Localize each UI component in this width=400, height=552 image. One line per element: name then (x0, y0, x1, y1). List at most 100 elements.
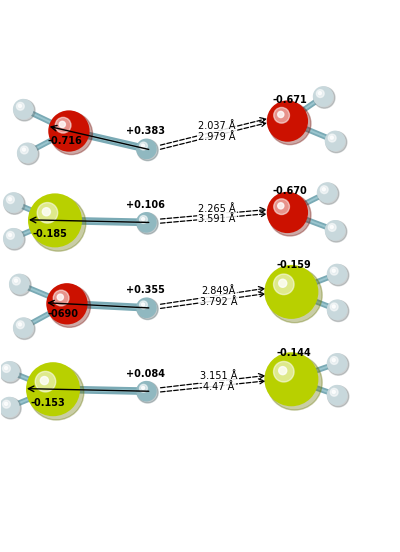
Circle shape (28, 193, 82, 247)
Circle shape (48, 110, 90, 152)
Circle shape (2, 400, 10, 408)
Circle shape (136, 381, 157, 401)
Circle shape (37, 203, 58, 223)
Circle shape (9, 274, 30, 294)
Circle shape (142, 386, 145, 390)
Circle shape (318, 183, 339, 204)
Circle shape (50, 113, 92, 155)
Circle shape (327, 385, 347, 406)
Circle shape (267, 268, 322, 323)
Circle shape (31, 196, 86, 251)
Circle shape (14, 279, 18, 282)
Circle shape (328, 354, 349, 375)
Circle shape (137, 140, 158, 161)
Text: 2.979 Å: 2.979 Å (198, 132, 236, 142)
Circle shape (14, 319, 35, 339)
Circle shape (0, 397, 20, 417)
Circle shape (8, 198, 12, 201)
Circle shape (330, 267, 338, 275)
Circle shape (16, 102, 24, 110)
Circle shape (8, 233, 12, 236)
Text: +0.383: +0.383 (126, 126, 165, 136)
Circle shape (35, 371, 56, 392)
Circle shape (318, 92, 321, 95)
Circle shape (328, 134, 336, 142)
Text: 2.037 Å: 2.037 Å (198, 121, 236, 131)
Circle shape (267, 100, 308, 142)
Circle shape (325, 131, 345, 151)
Circle shape (279, 279, 287, 287)
Circle shape (136, 298, 157, 318)
Circle shape (332, 305, 335, 308)
Circle shape (12, 277, 20, 285)
Circle shape (314, 87, 335, 108)
Circle shape (322, 188, 325, 191)
Circle shape (274, 199, 290, 215)
Circle shape (279, 367, 287, 375)
Circle shape (14, 100, 35, 121)
Circle shape (332, 359, 335, 362)
Circle shape (13, 317, 34, 338)
Circle shape (142, 144, 145, 147)
Text: -0690: -0690 (47, 309, 78, 319)
Circle shape (4, 367, 8, 370)
Circle shape (332, 269, 335, 272)
Circle shape (136, 139, 157, 159)
Circle shape (4, 193, 25, 214)
Circle shape (142, 217, 145, 221)
Text: 3.792 Å: 3.792 Å (200, 297, 238, 307)
Circle shape (3, 228, 24, 248)
Circle shape (140, 216, 148, 224)
Circle shape (278, 203, 284, 209)
Circle shape (316, 89, 324, 98)
Circle shape (327, 264, 347, 284)
Circle shape (6, 231, 14, 240)
Circle shape (55, 118, 71, 133)
Text: +0.084: +0.084 (126, 369, 165, 379)
Circle shape (328, 300, 349, 321)
Text: 2.849Å: 2.849Å (202, 286, 236, 296)
Circle shape (46, 283, 88, 325)
Circle shape (42, 208, 50, 216)
Circle shape (267, 355, 322, 410)
Circle shape (29, 365, 84, 420)
Circle shape (278, 112, 284, 118)
Circle shape (0, 398, 21, 419)
Text: -0.153: -0.153 (30, 397, 65, 408)
Circle shape (264, 265, 318, 319)
Circle shape (326, 131, 347, 153)
Circle shape (22, 148, 26, 151)
Circle shape (330, 389, 338, 396)
Text: 3.591 Å: 3.591 Å (198, 214, 236, 225)
Circle shape (264, 352, 318, 406)
Text: -0.144: -0.144 (277, 348, 312, 358)
Circle shape (57, 294, 64, 300)
Text: -0.716: -0.716 (48, 136, 82, 146)
Text: +0.106: +0.106 (126, 200, 165, 210)
Circle shape (18, 144, 39, 164)
Text: -0.670: -0.670 (272, 186, 307, 196)
Circle shape (332, 390, 335, 394)
Circle shape (274, 108, 290, 123)
Circle shape (327, 299, 347, 320)
Circle shape (330, 303, 338, 311)
Circle shape (0, 361, 20, 381)
Circle shape (326, 221, 347, 242)
Circle shape (137, 213, 158, 234)
Circle shape (330, 357, 338, 364)
Circle shape (48, 285, 90, 327)
Text: -0.671: -0.671 (272, 94, 307, 104)
Circle shape (140, 384, 148, 392)
Circle shape (2, 364, 10, 373)
Text: -0.159: -0.159 (277, 261, 312, 270)
Circle shape (26, 362, 80, 416)
Circle shape (17, 142, 38, 163)
Circle shape (325, 220, 345, 241)
Circle shape (18, 104, 22, 108)
Circle shape (328, 224, 336, 231)
Text: -0.185: -0.185 (32, 229, 67, 239)
Circle shape (317, 182, 338, 203)
Text: 2.265 Å: 2.265 Å (198, 204, 236, 214)
Circle shape (4, 229, 25, 250)
Circle shape (328, 386, 349, 407)
